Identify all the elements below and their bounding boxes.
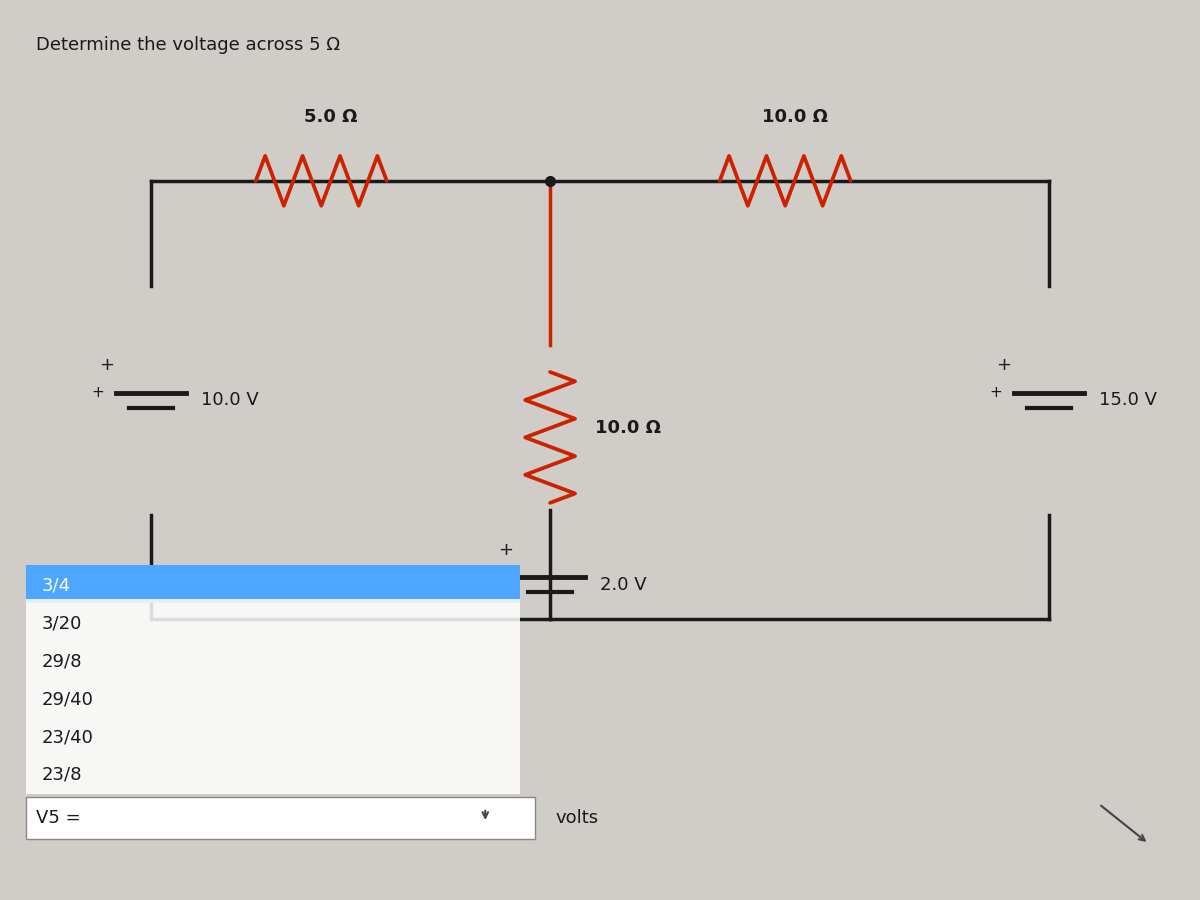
Text: 15.0 V: 15.0 V bbox=[1099, 392, 1157, 410]
Text: 29/40: 29/40 bbox=[41, 690, 94, 708]
Text: 3/20: 3/20 bbox=[41, 615, 82, 633]
Text: Determine the voltage across 5 Ω: Determine the voltage across 5 Ω bbox=[36, 36, 341, 54]
Text: +: + bbox=[498, 541, 512, 559]
Text: +: + bbox=[91, 385, 104, 400]
Text: 23/40: 23/40 bbox=[41, 728, 94, 746]
Text: +: + bbox=[990, 385, 1002, 400]
Text: +: + bbox=[491, 570, 504, 585]
Text: 10.0 V: 10.0 V bbox=[200, 392, 259, 410]
Text: 3/4: 3/4 bbox=[41, 577, 71, 595]
Text: 5.0 Ω: 5.0 Ω bbox=[304, 108, 358, 126]
Bar bbox=[26, 599, 520, 794]
Text: 2.0 V: 2.0 V bbox=[600, 576, 647, 594]
Text: +: + bbox=[996, 356, 1012, 374]
Text: V5 =: V5 = bbox=[36, 809, 80, 827]
Text: 23/8: 23/8 bbox=[41, 766, 82, 784]
Text: 29/8: 29/8 bbox=[41, 652, 82, 670]
Text: volts: volts bbox=[556, 809, 599, 827]
Bar bbox=[26, 564, 520, 602]
Bar bbox=[26, 796, 535, 839]
Text: +: + bbox=[98, 356, 114, 374]
Text: 10.0 Ω: 10.0 Ω bbox=[762, 108, 828, 126]
Text: 10.0 Ω: 10.0 Ω bbox=[595, 419, 661, 437]
